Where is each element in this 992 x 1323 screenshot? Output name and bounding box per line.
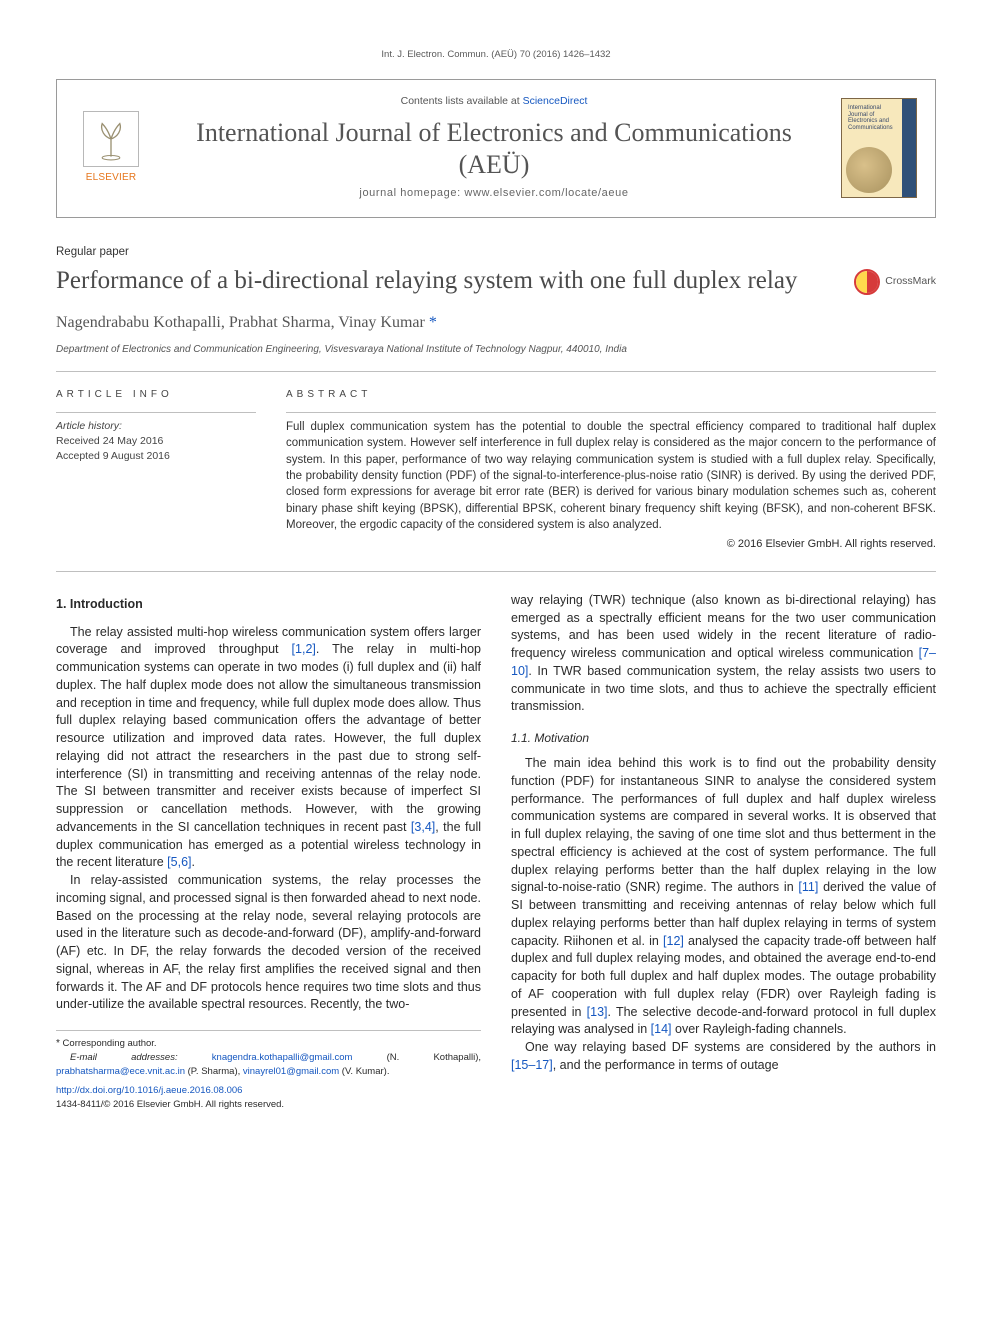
- affiliation: Department of Electronics and Communicat…: [56, 343, 936, 357]
- corresponding-author-marker[interactable]: *: [429, 314, 437, 331]
- history-received: Received 24 May 2016: [56, 434, 256, 449]
- crossmark-label: CrossMark: [885, 274, 936, 289]
- journal-masthead: ELSEVIER Contents lists available at Sci…: [56, 79, 936, 218]
- citation-link[interactable]: [15–17]: [511, 1058, 553, 1072]
- journal-cover-thumbnail: International Journal of Electronics and…: [841, 98, 917, 198]
- rule-abstract: [286, 412, 936, 413]
- article-title: Performance of a bi-directional relaying…: [56, 265, 836, 296]
- body-paragraph: way relaying (TWR) technique (also known…: [511, 592, 936, 716]
- author-email-link[interactable]: prabhatsharma@ece.vnit.ac.in: [56, 1066, 185, 1077]
- doi-link[interactable]: http://dx.doi.org/10.1016/j.aeue.2016.08…: [56, 1085, 242, 1096]
- rule-info: [56, 412, 256, 413]
- corresponding-footer: * Corresponding author. E-mail addresses…: [56, 1030, 481, 1111]
- citation-link[interactable]: [13]: [587, 1005, 608, 1019]
- body-paragraph: One way relaying based DF systems are co…: [511, 1039, 936, 1075]
- citation-link[interactable]: [1,2]: [292, 642, 316, 656]
- rule-above-info: [56, 371, 936, 372]
- author-email-who: (V. Kumar).: [342, 1066, 390, 1077]
- section-heading-1: 1. Introduction: [56, 596, 481, 614]
- citation-link[interactable]: [12]: [663, 934, 684, 948]
- contents-prefix: Contents lists available at: [401, 95, 523, 107]
- citation-link[interactable]: [3,4]: [411, 820, 435, 834]
- homepage-url[interactable]: www.elsevier.com/locate/aeue: [464, 187, 628, 199]
- journal-homepage-line: journal homepage: www.elsevier.com/locat…: [165, 186, 823, 202]
- section-heading-1-1: 1.1. Motivation: [511, 730, 936, 747]
- elsevier-tree-icon: [83, 111, 139, 167]
- author-email-link[interactable]: knagendra.kothapalli@gmail.com: [212, 1052, 353, 1063]
- author-email-who: (P. Sharma),: [188, 1066, 241, 1077]
- history-accepted: Accepted 9 August 2016: [56, 449, 256, 464]
- sciencedirect-link[interactable]: ScienceDirect: [523, 95, 588, 107]
- article-body: 1. Introduction The relay assisted multi…: [56, 592, 936, 1111]
- citation-link[interactable]: [11]: [798, 880, 818, 894]
- abstract-copyright: © 2016 Elsevier GmbH. All rights reserve…: [286, 537, 936, 553]
- corresponding-label: Corresponding author.: [63, 1038, 157, 1049]
- citation-link[interactable]: [14]: [651, 1022, 672, 1036]
- abstract-text: Full duplex communication system has the…: [286, 419, 936, 533]
- crossmark-icon: [854, 269, 880, 295]
- cover-thumb-text: International Journal of Electronics and…: [848, 105, 898, 131]
- author-email-link[interactable]: vinayrel01@gmail.com: [243, 1066, 339, 1077]
- abstract-heading: abstract: [286, 388, 936, 402]
- contents-available-line: Contents lists available at ScienceDirec…: [165, 94, 823, 109]
- email-addresses-label: E-mail addresses:: [70, 1052, 178, 1063]
- body-paragraph: The relay assisted multi-hop wireless co…: [56, 624, 481, 873]
- rule-below-abstract: [56, 571, 936, 572]
- article-type: Regular paper: [56, 244, 936, 260]
- issn-copyright-line: 1434-8411/© 2016 Elsevier GmbH. All righ…: [56, 1098, 481, 1111]
- authors-names: Nagendrababu Kothapalli, Prabhat Sharma,…: [56, 314, 429, 331]
- body-paragraph: The main idea behind this work is to fin…: [511, 755, 936, 1039]
- article-info-heading: article info: [56, 388, 256, 402]
- publisher-wordmark: ELSEVIER: [86, 171, 137, 185]
- abstract-block: abstract Full duplex communication syste…: [286, 388, 936, 553]
- citation-link[interactable]: [5,6]: [167, 855, 191, 869]
- footnote-star-icon: *: [56, 1038, 60, 1049]
- journal-name: International Journal of Electronics and…: [165, 117, 823, 179]
- authors-line: Nagendrababu Kothapalli, Prabhat Sharma,…: [56, 312, 936, 335]
- history-label: Article history:: [56, 419, 256, 434]
- author-email-who: (N. Kothapalli),: [387, 1052, 481, 1063]
- homepage-prefix: journal homepage:: [359, 187, 464, 199]
- publisher-block: ELSEVIER: [75, 111, 147, 185]
- running-head: Int. J. Electron. Commun. (AEÜ) 70 (2016…: [56, 48, 936, 61]
- crossmark-badge[interactable]: CrossMark: [854, 269, 936, 295]
- body-paragraph: In relay-assisted communication systems,…: [56, 872, 481, 1014]
- article-info-block: article info Article history: Received 2…: [56, 388, 256, 553]
